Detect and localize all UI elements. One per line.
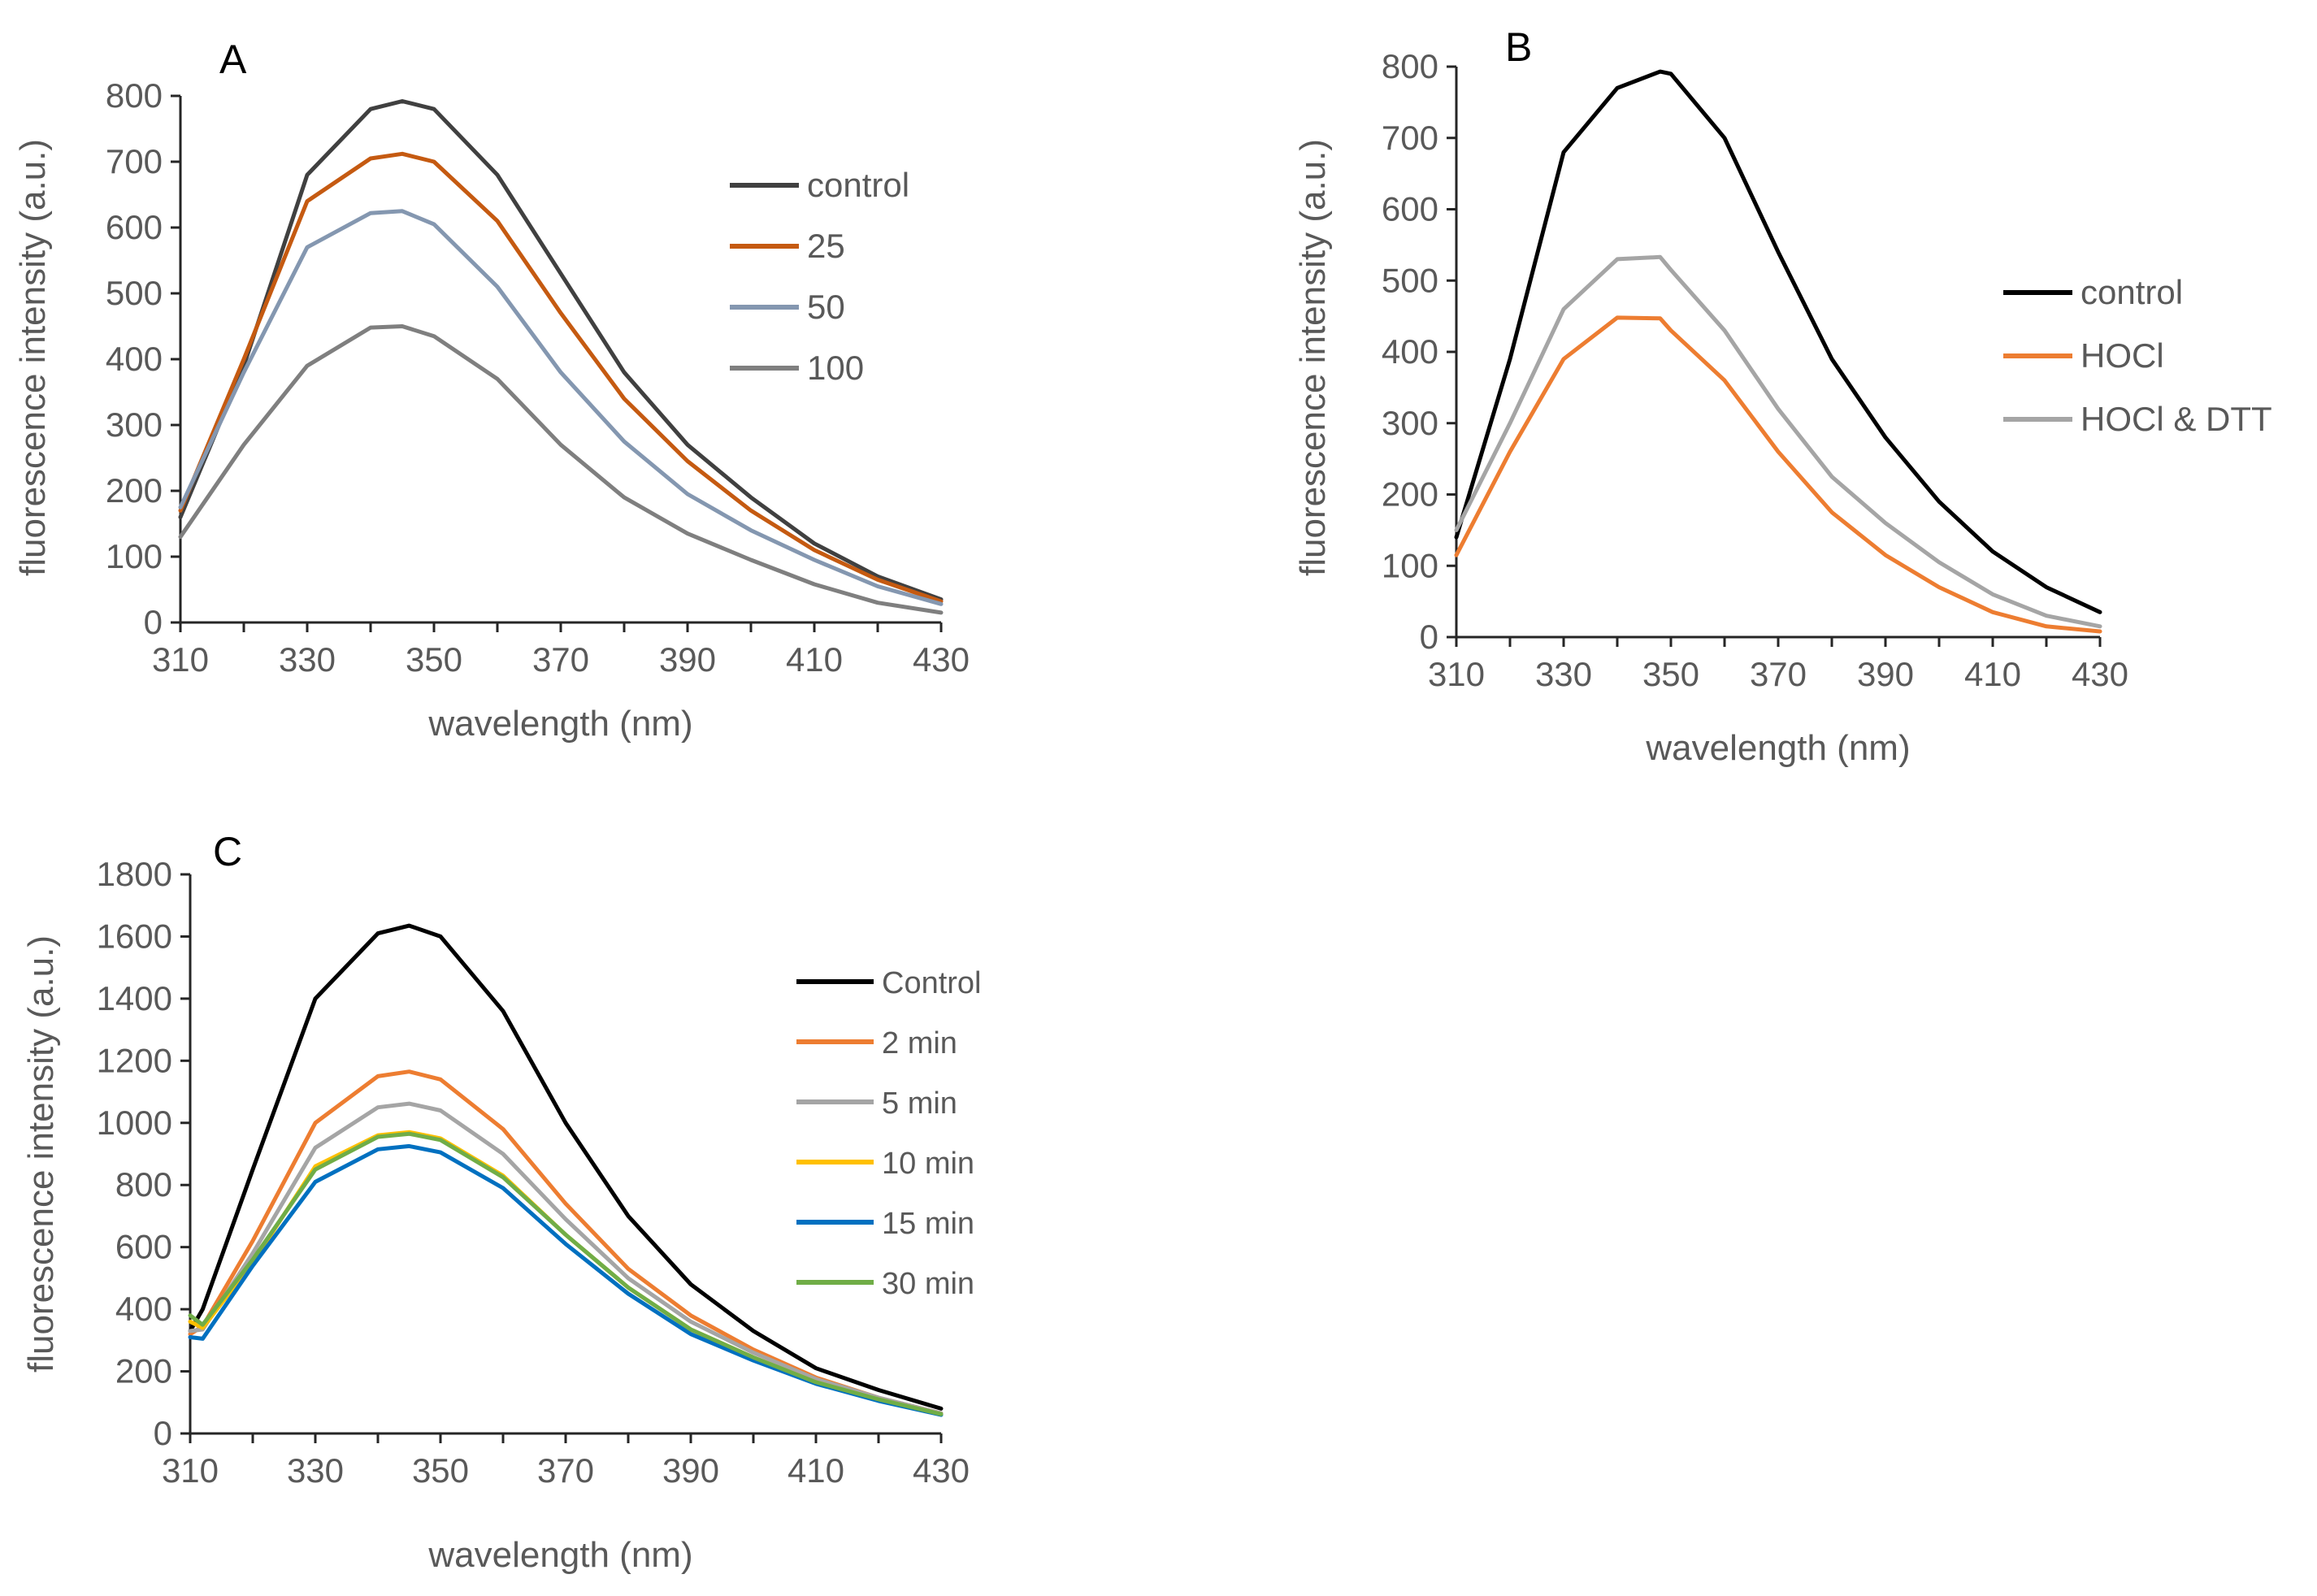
panel-b-legend-label: control [2081,273,2183,311]
panel-a-letter: A [219,37,247,82]
panel-b-x-tick-label: 310 [1428,655,1485,693]
panel-b-x-tick-label: 430 [2072,655,2128,693]
panel-c: C 0 200 400 600 800 1000 1200 1400 1600 1800 310 330… [21,829,982,1575]
panel-b-y-axis-title: fluorescence intensity (a.u.) [1293,139,1333,576]
panel-b-letter: B [1505,24,1532,70]
panel-b-x-axis-title: wavelength (nm) [1645,728,1910,768]
panel-a-x-tick-label: 430 [913,640,970,679]
panel-a-y-tick-label: 800 [106,76,163,115]
panel-a-x-tick-label: 370 [532,640,589,679]
panel-b-legend-label: HOCl [2081,336,2164,375]
panel-a-legend-label: 50 [807,288,845,326]
panel-b-y-tick-label: 400 [1382,332,1438,371]
panel-b-y-tick-label: 0 [1420,618,1438,656]
panel-c-series-5-min [188,1101,944,1416]
panel-c-legend-label: 15 min [882,1207,974,1241]
panel-a-y-tick-label: 100 [106,537,163,575]
panel-a-y-tick-label: 700 [106,142,163,180]
panel-a-x-tick-label: 330 [279,640,336,679]
panel-a-y-tick-label: 200 [106,471,163,510]
panel-b-y-tick-label: 700 [1382,119,1438,157]
panel-c-legend-label: 30 min [882,1267,974,1301]
panel-c-y-tick-label: 400 [115,1290,172,1328]
panel-c-series-control [188,923,944,1411]
panel-a-y-tick-label: 0 [144,603,163,641]
panel-b-y-tick-label: 600 [1382,190,1438,228]
panel-c-legend-label: 5 min [882,1086,957,1121]
panel-b-x-tick-label: 390 [1857,655,1914,693]
panel-c-letter: C [213,829,242,874]
panel-a-legend-label: 100 [807,349,864,387]
panel-b-x-tick-label: 350 [1642,655,1699,693]
panel-a-y-tick-label: 500 [106,274,163,312]
panel-a-y-axis-title: fluorescence intensity (a.u.) [13,139,53,576]
panel-a-x-tick-label: 350 [406,640,462,679]
panel-a-x-tick-label: 410 [786,640,843,679]
panel-c-x-tick-label: 330 [287,1451,344,1490]
panel-a-legend-label: control [807,166,909,204]
panel-c-legend-label: 2 min [882,1026,957,1060]
panel-c-y-tick-label: 1000 [97,1104,172,1142]
panel-c-y-axis-title: fluorescence intensity (a.u.) [21,935,61,1373]
panel-b-y-tick-label: 800 [1382,47,1438,85]
panel-c-y-tick-label: 1800 [97,855,172,893]
panel-c-y-tick-label: 800 [115,1165,172,1204]
panel-a-legend-label: 25 [807,227,845,265]
panel-b-series-hocl-dtt [1454,254,2102,629]
panel-a-y-tick-label: 600 [106,208,163,246]
panel-a-x-tick-label: 390 [659,640,716,679]
panel-c-legend-label: Control [882,966,982,1000]
panel-c-y-tick-label: 1600 [97,917,172,955]
panel-c-y-tick-label: 0 [154,1414,172,1452]
panel-a-series-100 [178,324,944,615]
panel-a-series-25 [178,151,944,604]
panel-c-x-tick-label: 310 [162,1451,219,1490]
panel-c-y-tick-label: 1200 [97,1041,172,1079]
panel-a-x-axis-title: wavelength (nm) [427,704,692,744]
panel-b-x-tick-label: 370 [1750,655,1807,693]
panel-b-y-tick-label: 100 [1382,546,1438,584]
panel-c-series-30-min [188,1131,944,1416]
panel-b-series-hocl [1454,315,2102,634]
panel-c-legend-label: 10 min [882,1147,974,1181]
panel-a: A 0 100 200 300 400 500 600 700 800 310 330 350 370 39… [13,37,970,744]
panel-c-x-tick-label: 390 [662,1451,719,1490]
panel-c-x-axis-title: wavelength (nm) [427,1535,692,1575]
panel-c-y-tick-label: 200 [115,1352,172,1390]
panel-a-x-tick-label: 310 [152,640,209,679]
panel-b-legend-label: HOCl & DTT [2081,400,2272,438]
panel-b-x-tick-label: 410 [1964,655,2021,693]
panel-a-series-50 [178,209,944,606]
panel-c-x-tick-label: 430 [913,1451,970,1490]
panel-b-x-tick-label: 330 [1535,655,1592,693]
panel-b-y-tick-label: 300 [1382,404,1438,442]
panel-c-x-tick-label: 410 [788,1451,844,1490]
panel-b-y-tick-label: 500 [1382,261,1438,299]
panel-c-y-tick-label: 1400 [97,979,172,1017]
panel-a-series-control [178,99,944,602]
panel-c-x-tick-label: 350 [412,1451,469,1490]
panel-c-y-tick-label: 600 [115,1228,172,1266]
panel-b: B 0 100 200 300 400 500 600 700 800 310 330 350 370 39… [1293,24,2272,768]
panel-a-y-tick-label: 300 [106,406,163,444]
panel-a-y-tick-label: 400 [106,340,163,378]
panel-c-x-tick-label: 370 [537,1451,594,1490]
panel-b-y-tick-label: 200 [1382,475,1438,514]
panel-b-series-control [1454,69,2102,614]
